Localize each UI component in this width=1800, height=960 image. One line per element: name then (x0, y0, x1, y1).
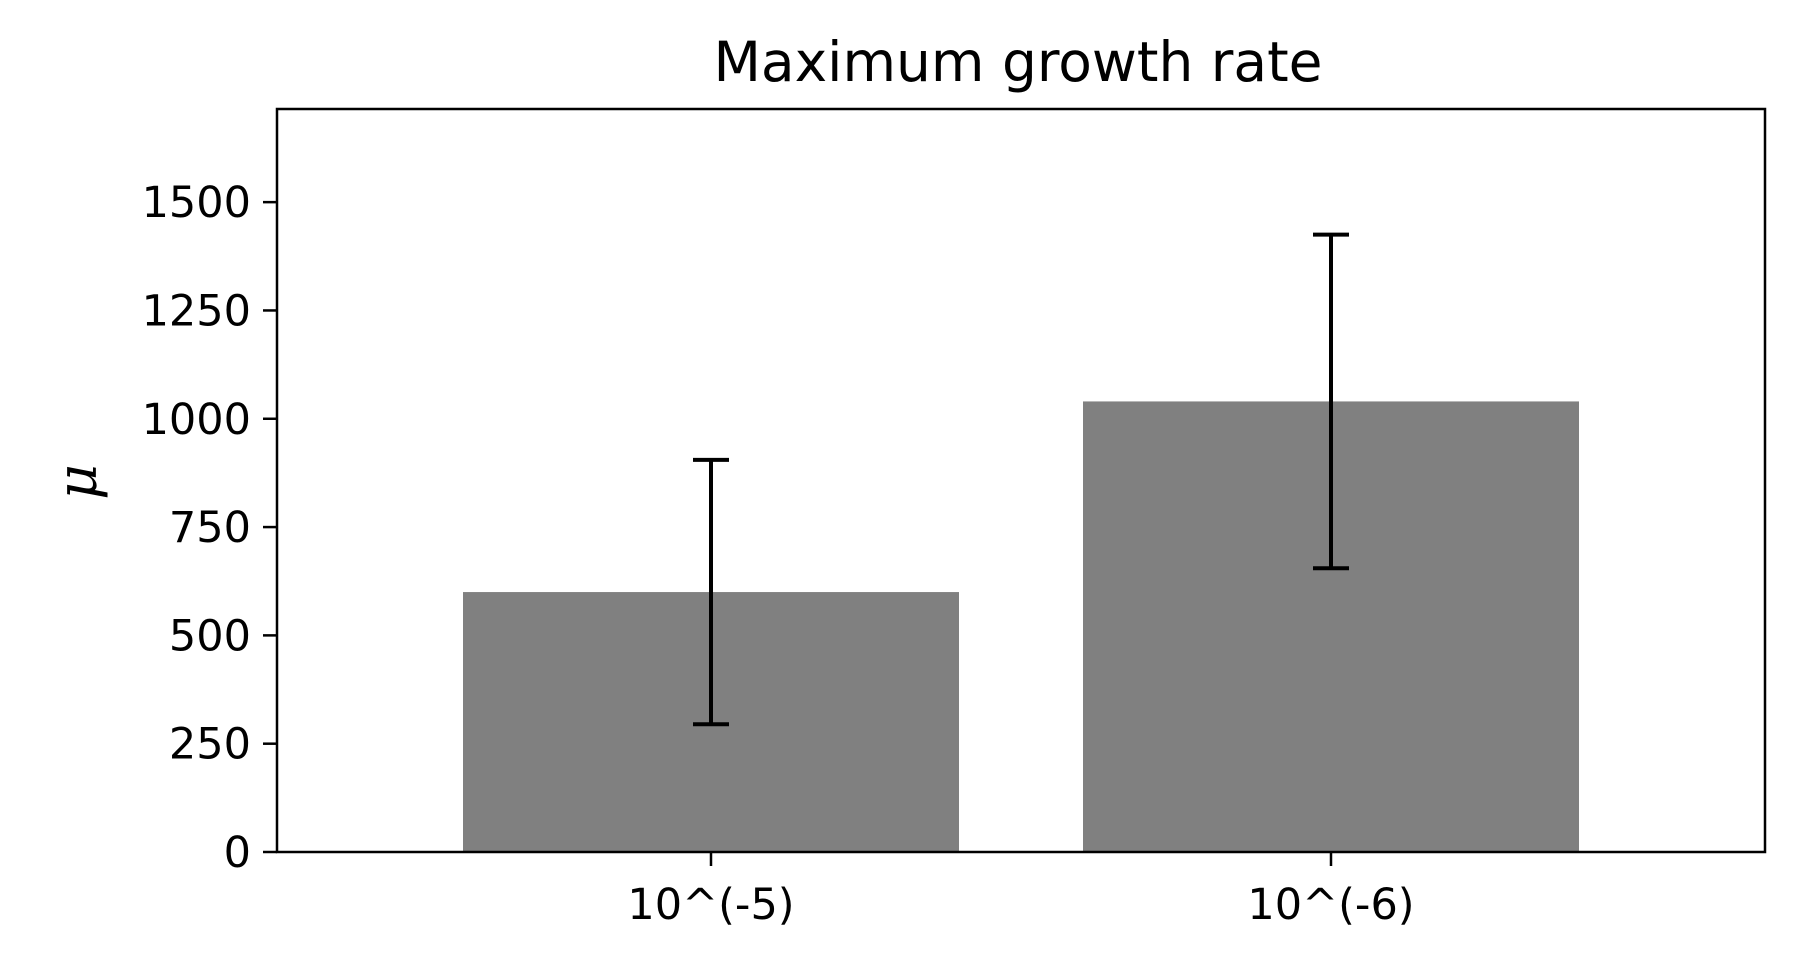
y-tick-label-6: 1500 (142, 178, 251, 228)
x-tick-label-1: 10^(-6) (1247, 880, 1414, 930)
y-tick-label-0: 0 (224, 828, 251, 878)
y-axis-ticks: 0 250 500 750 1000 1250 1500 (142, 178, 277, 878)
chart-title: Maximum growth rate (713, 30, 1322, 94)
x-axis-ticks: 10^(-5) 10^(-6) (627, 852, 1415, 930)
bars-group (463, 401, 1579, 852)
error-bars-group (693, 232, 1349, 727)
y-tick-label-2: 500 (169, 611, 251, 661)
y-tick-label-4: 1000 (142, 395, 251, 445)
y-tick-label-3: 750 (169, 503, 251, 553)
plot-frame (275, 107, 1767, 854)
x-tick-label-0: 10^(-5) (627, 880, 794, 930)
y-tick-label-5: 1250 (142, 286, 251, 336)
y-axis-label: μ (45, 464, 109, 500)
y-tick-label-1: 250 (169, 720, 251, 770)
